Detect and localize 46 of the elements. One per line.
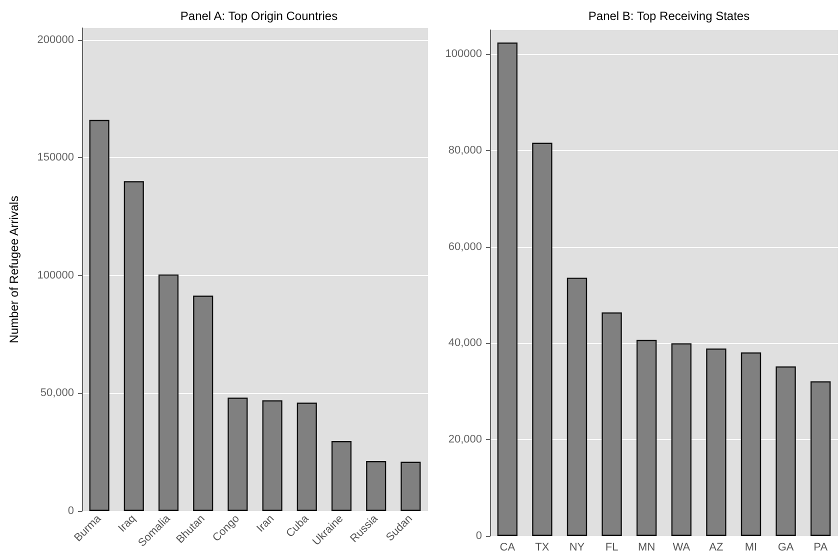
y-tick-label: 100000 (37, 269, 74, 282)
x-tick-label: MI (744, 542, 758, 554)
bar (228, 398, 248, 511)
bar (262, 400, 282, 511)
bar (366, 461, 386, 511)
bar (602, 312, 622, 536)
bar (740, 352, 762, 536)
bar (810, 381, 831, 536)
y-tick-label: 80,000 (448, 144, 482, 156)
y-axis-title: Number of Refugee Arrivals (7, 196, 21, 344)
x-tick-label: PA (814, 542, 828, 554)
bar (193, 296, 214, 511)
y-tick-label: 200000 (37, 34, 74, 46)
bar (124, 181, 144, 511)
bar (331, 441, 352, 511)
chart-title: Panel A: Top Origin Countries (180, 9, 338, 23)
y-tick-label: 0 (476, 530, 482, 542)
bar (497, 42, 518, 536)
bar (706, 348, 726, 536)
y-tick-label: 50,000 (40, 387, 74, 400)
x-tick-label: MN (638, 542, 656, 554)
bar (566, 278, 588, 536)
bar (671, 343, 692, 536)
x-tick-label: WA (672, 542, 691, 554)
bar (636, 340, 657, 536)
x-tick-label: GA (778, 542, 794, 554)
y-tick-label: 20,000 (448, 434, 482, 446)
bar (776, 366, 796, 536)
x-tick-label: Iran (254, 512, 277, 535)
bar (89, 120, 110, 511)
bar (400, 462, 421, 511)
y-tick-label: 60,000 (448, 240, 482, 253)
y-tick-label: 40,000 (448, 337, 482, 350)
x-tick-label: NY (569, 542, 586, 554)
y-tick-label: 0 (68, 505, 74, 517)
x-tick-label: TX (535, 542, 550, 554)
bar (296, 402, 317, 511)
x-tick-label: FL (605, 542, 618, 554)
bar (532, 142, 552, 536)
bar (158, 274, 179, 511)
x-tick-label: CA (500, 542, 516, 554)
x-tick-label: Iraq (116, 512, 138, 535)
y-tick-label: 150000 (37, 152, 74, 164)
x-tick-label: AZ (709, 542, 724, 554)
chart-title: Panel B: Top Receiving States (588, 9, 750, 23)
y-tick-label: 100000 (445, 48, 482, 60)
